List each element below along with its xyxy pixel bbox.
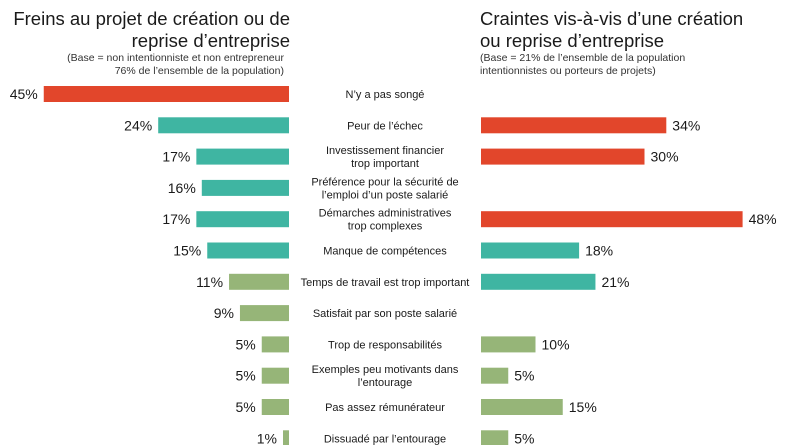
- left-value-label: 17%: [162, 149, 190, 165]
- left-value-label: 5%: [236, 368, 256, 384]
- category-label: Trop de responsabilités: [328, 339, 442, 351]
- category-label: Manque de compétences: [323, 246, 447, 258]
- left-value-label: 9%: [214, 305, 234, 321]
- right-bar: [481, 367, 509, 384]
- category-label: Exemples peu motivants dans l’entourage: [312, 364, 459, 389]
- left-value-label: 15%: [173, 243, 201, 259]
- category-label: Dissuadé par l’entourage: [324, 433, 446, 445]
- right-value-label: 48%: [749, 211, 777, 227]
- left-bar: [207, 242, 289, 259]
- right-title-line-1: Craintes vis-à-vis d’une création: [480, 8, 744, 29]
- left-bar: [261, 367, 289, 384]
- right-value-label: 15%: [569, 399, 597, 415]
- right-bar: [481, 148, 645, 165]
- left-bar: [158, 117, 289, 134]
- left-value-label: 5%: [236, 399, 256, 415]
- category-label: Investissement financier trop important: [326, 145, 444, 170]
- right-value-label: 18%: [585, 243, 613, 259]
- right-base-note: (Base = 21% de l’ensemble de la populati…: [480, 52, 780, 78]
- category-label: Satisfait par son poste salarié: [313, 308, 457, 320]
- left-bar: [196, 148, 289, 165]
- category-label: Pas assez rémunérateur: [325, 402, 445, 414]
- right-value-label: 10%: [542, 336, 570, 352]
- left-base-line-2: 76% de l’ensemble de la population): [114, 65, 284, 77]
- category-label: Démarches administratives trop complexes: [319, 208, 452, 233]
- right-value-label: 30%: [651, 149, 679, 165]
- left-bar: [283, 430, 289, 445]
- left-base-note: (Base = non intentionniste et non entrep…: [8, 52, 284, 78]
- right-base-line-1: (Base = 21% de l’ensemble de la populati…: [480, 52, 686, 64]
- right-title-line-2: ou reprise d’entreprise: [480, 30, 665, 51]
- left-value-label: 5%: [236, 336, 256, 352]
- left-bar: [201, 179, 289, 196]
- left-value-label: 17%: [162, 211, 190, 227]
- left-bar: [261, 336, 289, 353]
- category-label: Peur de l’échec: [347, 120, 423, 132]
- right-value-label: 34%: [672, 117, 700, 133]
- left-bar: [196, 211, 289, 228]
- left-bar: [43, 86, 289, 102]
- right-bar: [481, 117, 667, 134]
- category-label: Préférence pour la sécurité de l’emploi d…: [311, 176, 458, 201]
- right-bar: [481, 211, 743, 228]
- left-chart-title: Freins au projet de création ou de repri…: [8, 8, 290, 52]
- right-bar: [481, 273, 596, 290]
- left-value-label: 16%: [168, 180, 196, 196]
- left-title-line-1: Freins au projet de création ou de: [13, 8, 290, 29]
- left-value-label: 11%: [196, 274, 223, 290]
- right-bar: [481, 336, 536, 353]
- category-label: Temps de travail est trop important: [301, 277, 470, 289]
- right-value-label: 5%: [514, 430, 534, 445]
- right-bar: [481, 430, 509, 445]
- right-value-label: 21%: [601, 274, 629, 290]
- right-bar: [481, 399, 563, 415]
- right-value-label: 5%: [514, 368, 534, 384]
- left-bar: [261, 399, 289, 415]
- right-bar: [481, 242, 580, 259]
- right-base-line-2: intentionnistes ou porteurs de projets): [480, 65, 656, 77]
- left-value-label: 24%: [124, 117, 152, 133]
- left-bar: [239, 305, 289, 322]
- left-value-label: 45%: [10, 86, 38, 102]
- category-label: N’y a pas songé: [346, 89, 425, 101]
- left-value-label: 1%: [257, 430, 277, 445]
- left-title-line-2: reprise d’entreprise: [131, 30, 290, 51]
- right-chart-title: Craintes vis-à-vis d’une création ou rep…: [480, 8, 780, 52]
- left-base-line-1: (Base = non intentionniste et non entrep…: [67, 52, 284, 64]
- left-bar: [229, 273, 289, 290]
